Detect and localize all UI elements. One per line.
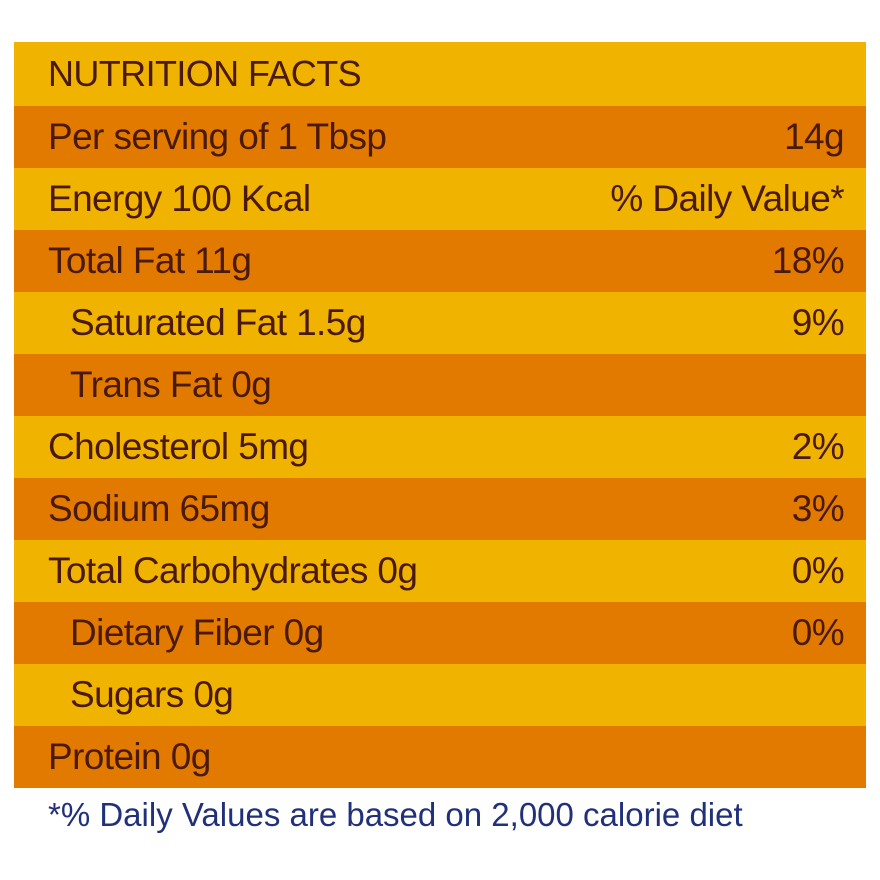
nutrient-name: Trans Fat 0g bbox=[70, 364, 272, 405]
daily-value-footnote: *% Daily Values are based on 2,000 calor… bbox=[48, 796, 743, 833]
nutrition-row-saturated-fat: Saturated Fat 1.5g 9% bbox=[14, 292, 866, 354]
nutrient-name: Sodium 65mg bbox=[48, 488, 270, 529]
nutrient-name: Protein 0g bbox=[48, 736, 211, 777]
nutrition-title-row: NUTRITION FACTS bbox=[14, 42, 866, 106]
nutrient-value: 14g bbox=[784, 116, 845, 157]
nutrient-name: Saturated Fat 1.5g bbox=[70, 302, 366, 343]
nutrition-title: NUTRITION FACTS bbox=[48, 53, 362, 94]
nutrient-value: 0% bbox=[791, 550, 845, 591]
nutrient-value: 0% bbox=[791, 612, 845, 653]
nutrient-name: Cholesterol 5mg bbox=[48, 426, 309, 467]
nutrition-row-serving: Per serving of 1 Tbsp 14g bbox=[14, 106, 866, 168]
nutrient-name: Per serving of 1 Tbsp bbox=[48, 116, 387, 157]
nutrient-name: Total Carbohydrates 0g bbox=[48, 550, 418, 591]
nutrient-name: Sugars 0g bbox=[70, 674, 234, 715]
nutrient-value: 3% bbox=[791, 488, 845, 529]
nutrient-name: Total Fat 11g bbox=[48, 240, 252, 281]
nutrition-facts-label: NUTRITION FACTS Per serving of 1 Tbsp 14… bbox=[14, 42, 866, 788]
nutrient-name: Dietary Fiber 0g bbox=[70, 612, 324, 653]
daily-value-header: % Daily Value* bbox=[610, 178, 844, 219]
nutrient-value: 2% bbox=[791, 426, 845, 467]
nutrition-row-energy: Energy 100 Kcal % Daily Value* bbox=[14, 168, 866, 230]
nutrient-name: Energy 100 Kcal bbox=[48, 178, 311, 219]
nutrition-row-sugars: Sugars 0g bbox=[14, 664, 866, 726]
nutrition-row-sodium: Sodium 65mg 3% bbox=[14, 478, 866, 540]
nutrient-value: 9% bbox=[791, 302, 845, 343]
nutrition-row-total-carbohydrates: Total Carbohydrates 0g 0% bbox=[14, 540, 866, 602]
nutrition-row-cholesterol: Cholesterol 5mg 2% bbox=[14, 416, 866, 478]
nutrition-row-protein: Protein 0g bbox=[14, 726, 866, 788]
nutrient-value: 18% bbox=[771, 240, 845, 281]
nutrition-row-total-fat: Total Fat 11g 18% bbox=[14, 230, 866, 292]
nutrition-row-dietary-fiber: Dietary Fiber 0g 0% bbox=[14, 602, 866, 664]
nutrition-row-trans-fat: Trans Fat 0g bbox=[14, 354, 866, 416]
